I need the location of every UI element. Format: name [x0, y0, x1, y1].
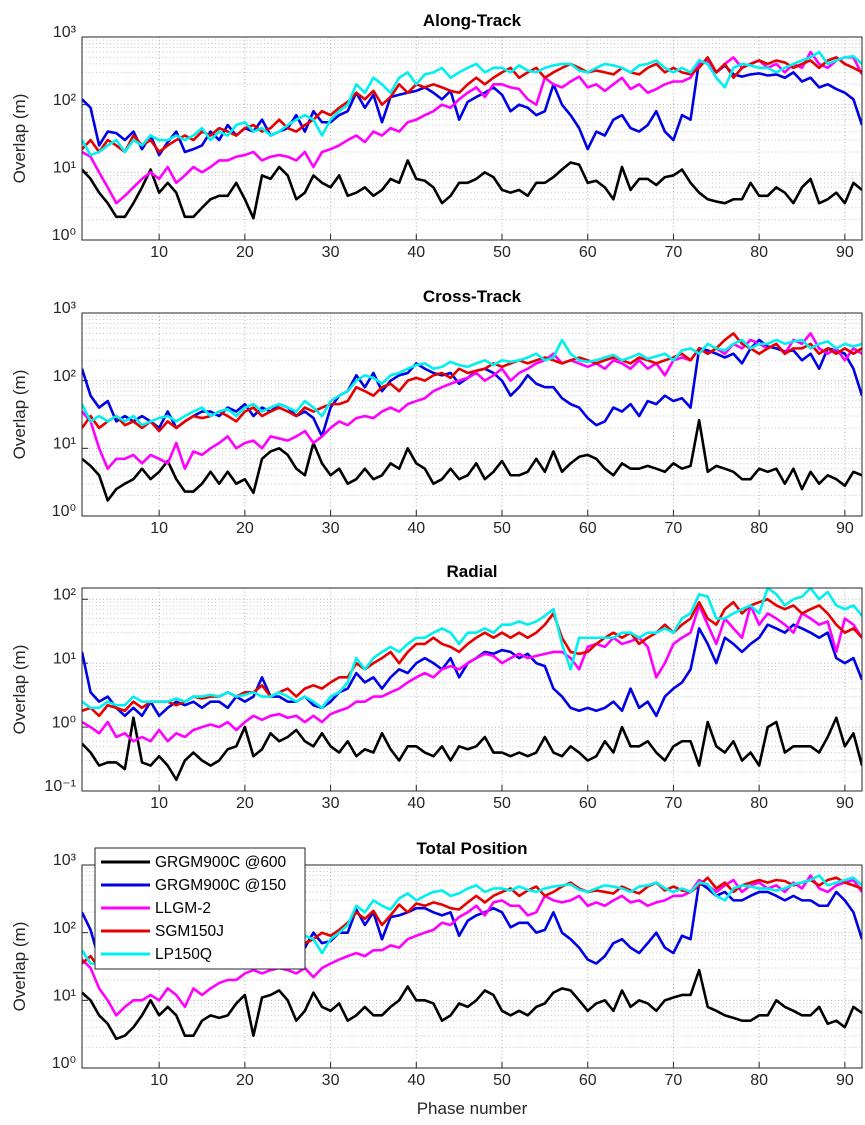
series-line — [82, 50, 862, 205]
axes-box — [81, 312, 863, 517]
y-tick-label: 10⁰ — [52, 1055, 76, 1072]
y-tick-label: 10⁰ — [52, 714, 76, 731]
series-group — [82, 332, 862, 502]
series-group — [82, 50, 862, 220]
x-tick-label: 80 — [750, 244, 768, 261]
y-tick-label: 10³ — [53, 852, 77, 869]
x-tick-label: 20 — [236, 1072, 254, 1089]
axes-box — [81, 36, 863, 241]
x-tick-label: 80 — [750, 795, 768, 812]
x-tick-label: 50 — [493, 244, 511, 261]
series-line — [82, 56, 862, 154]
x-tick-label: 30 — [322, 1072, 340, 1089]
y-tick-label: 10³ — [53, 24, 77, 41]
y-tick-label: 10² — [53, 368, 77, 385]
x-tick-label: 20 — [236, 244, 254, 261]
x-tick-label: 60 — [579, 520, 597, 537]
x-tick-label: 10 — [150, 244, 168, 261]
x-tick-label: 30 — [322, 244, 340, 261]
x-tick-label: 10 — [150, 795, 168, 812]
x-tick-label: 60 — [579, 795, 597, 812]
y-tick-label: 10² — [53, 586, 77, 603]
legend-label: LLGM-2 — [155, 900, 211, 917]
x-tick-label: 90 — [836, 1072, 854, 1089]
y-axis-label: Overlap (m) — [10, 94, 29, 184]
y-tick-label: 10¹ — [53, 988, 76, 1005]
series-line — [82, 874, 862, 1017]
y-tick-label: 10² — [53, 92, 77, 109]
series-group — [82, 588, 862, 782]
x-tick-label: 70 — [665, 795, 683, 812]
x-tick-label: 30 — [322, 520, 340, 537]
series-line — [82, 418, 862, 502]
y-axis-label: Overlap (m) — [10, 645, 29, 735]
legend-label: SGM150J — [155, 923, 224, 940]
y-axis-label: Overlap (m) — [10, 922, 29, 1012]
x-tick-label: 40 — [407, 1072, 425, 1089]
y-tick-label: 10¹ — [53, 650, 76, 667]
x-tick-label: 20 — [236, 795, 254, 812]
panel: 10⁰ 10¹ 10² 10³ 10 20 30 40 50 60 70 80 90 Cross-Trac… — [10, 287, 863, 537]
legend: GRGM900C @600 GRGM900C @150 LLGM-2 SGM150J L… — [94, 847, 306, 970]
x-tick-label: 10 — [150, 1072, 168, 1089]
x-tick-label: 70 — [665, 1072, 683, 1089]
x-tick-label: 40 — [407, 795, 425, 812]
legend-label: GRGM900C @150 — [155, 877, 287, 894]
x-tick-label: 80 — [750, 520, 768, 537]
series-line — [82, 716, 862, 782]
x-axis-label: Phase number — [417, 1099, 528, 1118]
axes-box — [81, 587, 863, 792]
x-tick-label: 90 — [836, 244, 854, 261]
y-tick-label: 10⁻¹ — [44, 778, 76, 795]
x-tick-label: 10 — [150, 520, 168, 537]
chart-title: Cross-Track — [423, 287, 522, 306]
axes-box — [81, 864, 863, 1069]
x-tick-label: 80 — [750, 1072, 768, 1089]
x-tick-label: 50 — [493, 795, 511, 812]
x-tick-label: 50 — [493, 520, 511, 537]
series-line — [82, 588, 862, 710]
x-tick-label: 70 — [665, 520, 683, 537]
x-tick-label: 60 — [579, 1072, 597, 1089]
x-tick-label: 20 — [236, 520, 254, 537]
x-tick-label: 30 — [322, 795, 340, 812]
panel: 10⁻¹ 10⁰ 10¹ 10² 10 20 30 40 50 60 70 80 90 Radial Ove… — [10, 562, 863, 812]
y-tick-label: 10⁰ — [52, 503, 76, 520]
legend-label: GRGM900C @600 — [155, 854, 287, 871]
plot-area — [82, 588, 862, 791]
y-tick-label: 10¹ — [53, 436, 76, 453]
legend-label: LP150Q — [155, 946, 212, 963]
y-axis-label: Overlap (m) — [10, 370, 29, 460]
chart-title: Radial — [446, 562, 497, 581]
series-line — [82, 50, 862, 157]
chart-title: Along-Track — [423, 11, 522, 30]
x-tick-label: 90 — [836, 520, 854, 537]
y-tick-label: 10³ — [53, 300, 77, 317]
x-tick-label: 40 — [407, 244, 425, 261]
series-line — [82, 338, 862, 427]
series-line — [82, 597, 862, 718]
x-tick-label: 60 — [579, 244, 597, 261]
y-tick-label: 10¹ — [53, 160, 76, 177]
series-line — [82, 968, 862, 1041]
x-tick-label: 70 — [665, 244, 683, 261]
x-tick-label: 40 — [407, 520, 425, 537]
chart-title: Total Position — [416, 839, 527, 858]
y-tick-label: 10⁰ — [52, 227, 76, 244]
series-line — [82, 604, 862, 743]
panel: 10⁰ 10¹ 10² 10³ 10 20 30 40 50 60 70 80 90 Along-Trac… — [10, 11, 863, 261]
y-tick-label: 10² — [53, 920, 77, 937]
series-line — [82, 159, 862, 220]
x-tick-label: 50 — [493, 1072, 511, 1089]
x-tick-label: 90 — [836, 795, 854, 812]
